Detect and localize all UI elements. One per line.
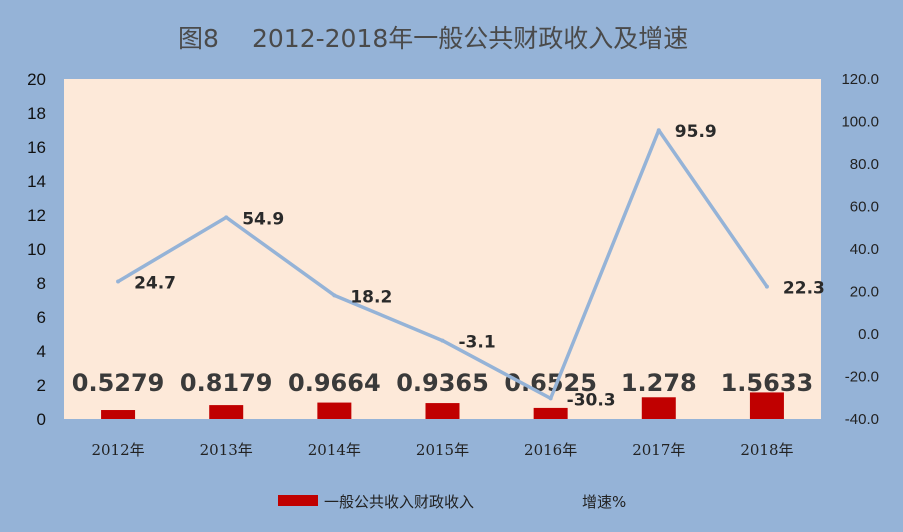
- left-tick-label: 2: [37, 376, 46, 395]
- left-axis: 0 2 4 6 8 10 12 14 16 18 20: [27, 70, 46, 429]
- left-tick-label: 6: [37, 308, 46, 327]
- legend-swatch-bar: [278, 495, 318, 506]
- x-tick-label: 2013年: [200, 441, 253, 459]
- line-data-label: 54.9: [242, 209, 284, 229]
- x-tick-label: 2014年: [308, 441, 361, 459]
- right-tick-label: 40.0: [850, 241, 879, 258]
- right-tick-label: -20.0: [845, 369, 879, 386]
- line-series: 24.7 54.9 18.2 -3.1 -30.3 95.9 22.3: [116, 122, 825, 410]
- plot-area: [64, 79, 821, 419]
- bar: [425, 403, 460, 419]
- x-tick-label: 2017年: [632, 441, 685, 459]
- left-tick-label: 0: [37, 410, 46, 429]
- line-point: [764, 284, 769, 289]
- bar: [317, 402, 352, 419]
- line-data-label: 24.7: [134, 274, 176, 294]
- bar-data-label: 1.5633: [721, 369, 814, 397]
- chart-title: 2012-2018年一般公共财政收入及增速: [252, 24, 688, 53]
- x-tick-label: 2015年: [416, 441, 469, 459]
- legend-label-bar: 一般公共收入财政收入: [324, 493, 474, 511]
- right-tick-label: 120.0: [841, 71, 879, 88]
- right-tick-label: 0.0: [858, 326, 879, 343]
- bar: [749, 392, 784, 419]
- left-tick-label: 14: [27, 172, 46, 191]
- line-point: [656, 128, 661, 133]
- bar-data-label: 0.8179: [180, 369, 273, 397]
- right-tick-label: -40.0: [845, 411, 879, 428]
- bar: [101, 410, 136, 419]
- bar-data-label: 0.5279: [72, 369, 165, 397]
- bar: [209, 405, 244, 419]
- left-tick-label: 20: [27, 70, 46, 89]
- x-tick-label: 2012年: [91, 441, 144, 459]
- x-axis: 2012年 2013年 2014年 2015年 2016年 2017年 2018年: [91, 441, 793, 459]
- right-tick-label: 20.0: [850, 284, 879, 301]
- line-data-label: -3.1: [459, 333, 496, 353]
- bar: [533, 407, 568, 419]
- x-tick-label: 2016年: [524, 441, 577, 459]
- line-point: [440, 338, 445, 343]
- line-data-label: -30.3: [567, 390, 616, 410]
- bar-series: 0.5279 0.8179 0.9664 0.9365 0.6525 1.278 1.563…: [72, 369, 813, 419]
- bar-data-label: 1.278: [621, 369, 697, 397]
- left-tick-label: 10: [27, 240, 46, 259]
- legend-label-line: 增速%: [582, 493, 626, 511]
- x-tick-label: 2018年: [740, 441, 793, 459]
- left-tick-label: 4: [37, 342, 46, 361]
- right-axis: -40.0 -20.0 0.0 20.0 40.0 60.0 80.0 100.0 120.0: [841, 71, 879, 428]
- right-tick-label: 80.0: [850, 156, 879, 173]
- bar-data-label: 0.9365: [396, 369, 489, 397]
- left-tick-label: 8: [37, 274, 46, 293]
- line-point: [224, 215, 229, 220]
- bar-data-label: 0.9664: [288, 369, 381, 397]
- line-data-label: 18.2: [350, 287, 392, 307]
- left-tick-label: 16: [27, 138, 46, 157]
- bar: [641, 397, 676, 419]
- line-data-label: 95.9: [675, 122, 717, 142]
- left-tick-label: 18: [27, 104, 46, 123]
- left-tick-label: 12: [27, 206, 46, 225]
- right-tick-label: 100.0: [841, 114, 879, 131]
- line-point: [116, 279, 121, 284]
- line-point: [332, 293, 337, 298]
- legend: 一般公共收入财政收入 增速%: [278, 493, 626, 511]
- line-data-label: 22.3: [783, 279, 825, 299]
- chart-title-figure-number: 图8: [178, 24, 219, 53]
- line-point: [548, 396, 553, 401]
- right-tick-label: 60.0: [850, 199, 879, 216]
